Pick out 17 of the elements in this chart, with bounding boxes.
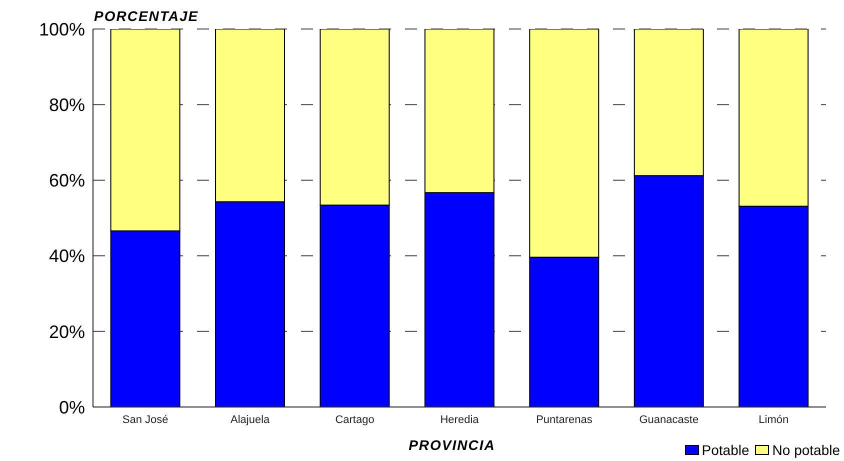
y-tick-label: 60% [48, 170, 85, 191]
y-tick-label: 100% [38, 19, 85, 40]
y-tick-label: 20% [48, 322, 85, 342]
x-tick-label: Guanacaste [639, 414, 699, 426]
legend-label: No potable [772, 442, 840, 458]
x-tick-label: Heredia [440, 414, 480, 426]
x-tick-label: Limón [758, 414, 789, 426]
y-tick-label: 0% [58, 397, 85, 418]
x-tick-label: San José [122, 414, 168, 426]
y-axis-title: PORCENTAJE [94, 8, 199, 24]
x-axis-title: PROVINCIA [408, 437, 496, 453]
x-tick-label: Alajuela [230, 414, 271, 426]
x-tick-label: Cartago [335, 414, 374, 426]
y-tick-label: 80% [48, 94, 85, 115]
legend-label: Potable [702, 442, 750, 458]
y-tick-label: 40% [48, 246, 85, 266]
x-tick-label: Puntarenas [536, 414, 593, 426]
